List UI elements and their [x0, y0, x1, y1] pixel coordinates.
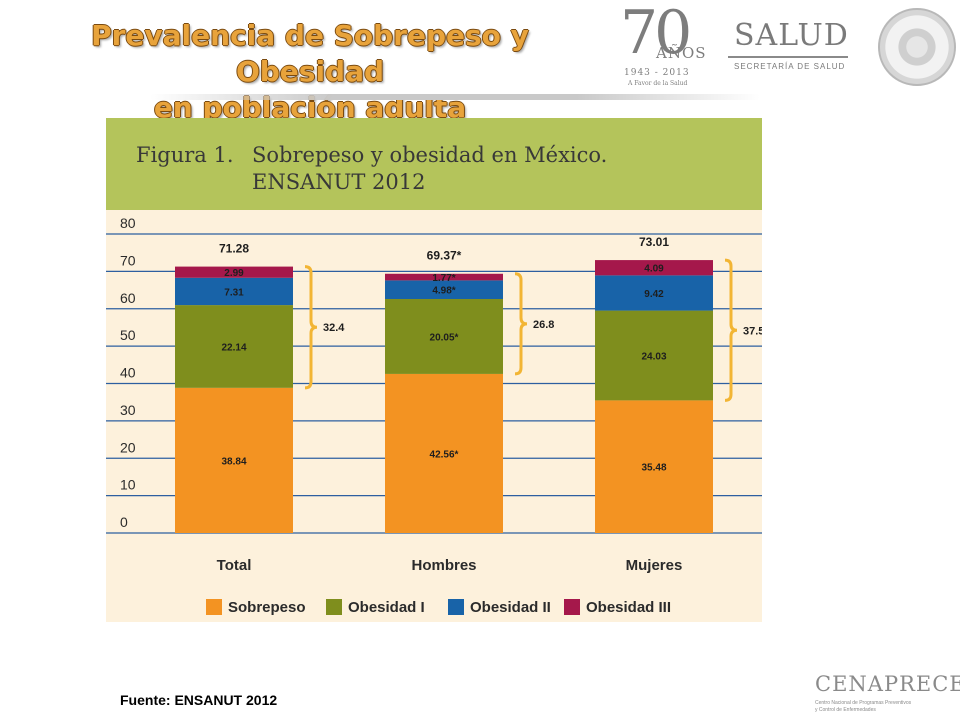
y-tick-label: 10: [120, 477, 136, 493]
slide-title: Prevalencia de Sobrepeso y Obesidad en p…: [20, 18, 600, 126]
y-tick-label: 80: [120, 215, 136, 231]
anniversary-word: AÑOS: [656, 44, 707, 62]
cenaprece-subtitle-line-1: Centro Nacional de Programas Preventivos: [815, 700, 912, 706]
legend-swatch: [448, 599, 464, 615]
y-tick-label: 70: [120, 252, 136, 268]
bar-value-label: 1.77*: [432, 273, 455, 284]
bar-value-label: 22.14: [221, 342, 246, 353]
legend-label: Obesidad II: [470, 599, 551, 616]
slide-title-line-1: Prevalencia de Sobrepeso y Obesidad: [91, 19, 529, 88]
bar-segment: [175, 277, 293, 306]
bar-segment: [385, 280, 503, 299]
y-tick-label: 50: [120, 327, 136, 343]
bar-total-label: 71.28: [219, 242, 249, 256]
legend-swatch: [564, 599, 580, 615]
y-tick-label: 0: [120, 514, 128, 530]
y-tick-label: 30: [120, 402, 136, 418]
figure-panel: Figura 1. Sobrepeso y obesidad en México.…: [106, 118, 762, 622]
anniversary-number: 70: [620, 0, 692, 68]
bar-segment: [385, 373, 503, 533]
x-tick-label: Total: [217, 557, 252, 574]
bar-segment: [385, 298, 503, 374]
y-tick-label: 20: [120, 439, 136, 455]
salud-wordmark: SALUD: [734, 18, 849, 53]
bar-segment: [595, 260, 713, 276]
bar-value-label: 24.03: [641, 351, 666, 362]
bar-value-label: 35.48: [641, 463, 666, 474]
bar-segment: [385, 273, 503, 281]
bar-segment: [175, 305, 293, 388]
cenaprece-wordmark: CENAPRECE: [815, 672, 960, 696]
legend-label: Obesidad III: [586, 599, 671, 616]
obesity-total-label: 26.8: [533, 319, 554, 331]
obesity-total-label: 37.5: [743, 325, 762, 337]
bar-value-label: 38.84: [221, 456, 246, 467]
obesity-bracket: [514, 272, 528, 376]
cenaprece-subtitle: Centro Nacional de Programas Preventivos…: [815, 700, 911, 714]
cenaprece-logo: CENAPRECE Centro Nacional de Programas P…: [805, 672, 960, 716]
bar-segment: [175, 266, 293, 278]
stacked-bar-chart: 0 10 20 30 40 50 60 70 80 38.84 22.14 7.31 2.99 71.28…: [106, 215, 762, 616]
bar-total-label: 73.01: [639, 235, 669, 249]
national-seal-icon: [878, 8, 956, 86]
cenaprece-subtitle-line-2: y Control de Enfermedades: [815, 707, 876, 713]
y-tick-label: 40: [120, 365, 136, 381]
anniversary-tagline: A Favor de la Salud: [628, 80, 688, 87]
salud-subtitle: SECRETARÍA DE SALUD: [734, 62, 846, 71]
legend-label: Sobrepeso: [228, 599, 306, 616]
source-note: Fuente: ENSANUT 2012: [120, 692, 278, 708]
obesity-total-label: 32.4: [323, 322, 345, 334]
bar-segment: [175, 387, 293, 533]
figure-title-band: [106, 118, 762, 210]
legend-label: Obesidad I: [348, 599, 425, 616]
figure-title-text: Sobrepeso y obesidad en México.: [252, 143, 608, 167]
anniversary-years: 1943 - 2013: [624, 68, 690, 78]
bar-value-label: 20.05*: [430, 332, 459, 343]
figure-title: Figura 1. Sobrepeso y obesidad en México.: [136, 142, 607, 168]
bar-segment: [595, 275, 713, 311]
obesity-bracket: [304, 265, 318, 390]
bar-value-label: 4.09: [644, 264, 664, 275]
bar-value-label: 9.42: [644, 289, 664, 300]
salud-rule: [728, 56, 848, 58]
bar-segment: [595, 400, 713, 533]
bar-value-label: 42.56*: [430, 449, 459, 460]
header-divider: [150, 94, 760, 100]
legend-swatch: [326, 599, 342, 615]
bar-segment: [595, 310, 713, 401]
bar-total-label: 69.37*: [427, 249, 462, 263]
figure-number: Figura 1.: [136, 143, 234, 167]
anniversary-logo: 70 AÑOS 1943 - 2013 A Favor de la Salud: [620, 0, 707, 87]
obesity-bracket: [724, 258, 738, 402]
legend-swatch: [206, 599, 222, 615]
bar-value-label: 7.31: [224, 287, 244, 298]
x-tick-label: Hombres: [411, 557, 476, 574]
salud-logo: SALUD SECRETARÍA DE SALUD: [720, 18, 860, 78]
bar-value-label: 4.98*: [432, 286, 455, 297]
y-tick-label: 60: [120, 290, 136, 306]
x-tick-label: Mujeres: [626, 557, 683, 574]
figure-subtitle: ENSANUT 2012: [252, 170, 426, 194]
bar-value-label: 2.99: [224, 268, 244, 279]
